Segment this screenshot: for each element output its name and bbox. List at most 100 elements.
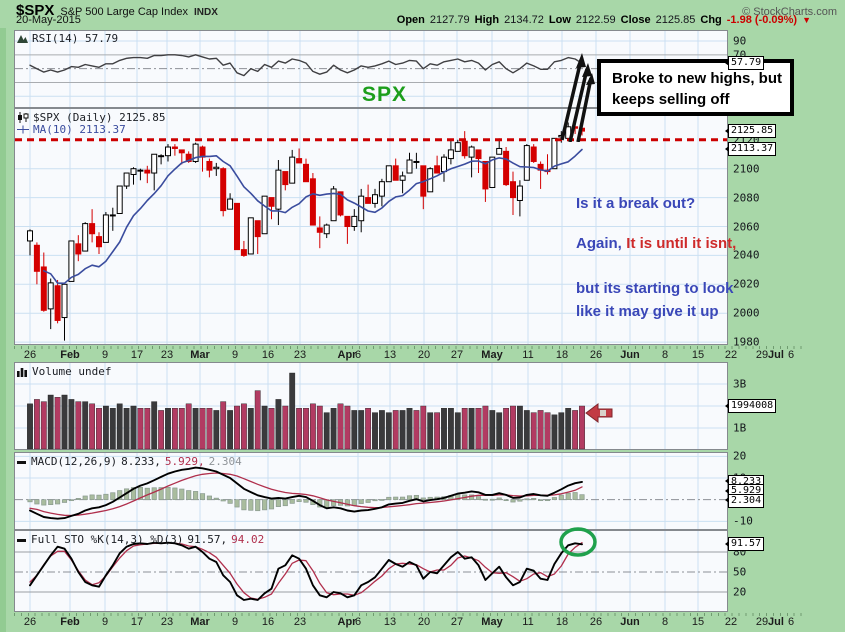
- date-tick-label: 26: [23, 349, 37, 361]
- macd-label: MACD(12,26,9): [31, 455, 118, 468]
- price-axis-tick: 1980: [733, 335, 760, 349]
- vol-axis-tick: 3B: [733, 377, 747, 391]
- date-tick-label: 29: [755, 616, 769, 628]
- chart-date: 20-May-2015: [16, 14, 81, 26]
- annotation-question: Is it a break out?: [576, 195, 696, 212]
- stochastic-d-value: 94.02: [231, 533, 265, 546]
- breakout-note-line1: Broke to new highs, but: [612, 70, 783, 87]
- price-axis-tick: 2000: [733, 306, 760, 320]
- date-tick-label: 18: [555, 349, 569, 361]
- date-tick-label: 15: [691, 616, 705, 628]
- date-tick-label: 23: [293, 349, 307, 361]
- date-tick-label: 8: [661, 616, 669, 628]
- date-tick-label: 22: [724, 616, 738, 628]
- macd-axis-tick: 20: [733, 449, 747, 463]
- date-axis-middle: 26 Feb 9 17 23 Mar 9 16 23 Apr 6 13 20 27 May 11 18 26 Jun…: [0, 346, 845, 363]
- date-tick-label: 17: [130, 616, 144, 628]
- breakout-note-line2: keeps selling off: [612, 91, 730, 108]
- stochastic-circle-annotation: [559, 527, 597, 557]
- date-tick-label: 6: [354, 349, 362, 361]
- macd-axis-tick: -10: [733, 514, 753, 528]
- date-tick-label: 11: [522, 616, 534, 628]
- date-tick-label: 13: [383, 616, 397, 628]
- date-tick-label: 20: [417, 616, 431, 628]
- date-tick-label: 27: [450, 349, 464, 361]
- high-label: High: [474, 14, 500, 26]
- date-tick-label: 6: [354, 616, 362, 628]
- volume-left-arrow-icon: [585, 403, 613, 423]
- ohlc-quote: Open 2127.79 High 2134.72 Low 2122.59 Close…: [397, 14, 811, 26]
- price-label-row: $SPX (Daily) 2125.85: [17, 111, 165, 124]
- date-tick-label: Jul: [768, 349, 784, 361]
- rsi-axis-value-box: 57.79: [724, 56, 765, 71]
- macd-hist-value: 2.304: [208, 455, 242, 468]
- macd-value: 8.233,: [121, 455, 161, 468]
- date-tick-label: Feb: [60, 616, 80, 628]
- date-tick-label: 9: [231, 349, 239, 361]
- date-tick-label: 23: [160, 616, 174, 628]
- price-axis-tick: 2080: [733, 191, 760, 205]
- date-tick-label: 15: [691, 349, 705, 361]
- index-name: S&P 500 Large Cap Index: [60, 6, 188, 18]
- date-tick-label: 22: [724, 349, 738, 361]
- date-tick-label: Jul: [768, 616, 784, 628]
- date-tick-label: 20: [417, 349, 431, 361]
- date-tickmarks: [14, 346, 806, 349]
- date-tick-label: 9: [231, 616, 239, 628]
- breakout-arrows-annotation: [560, 53, 595, 142]
- rsi-label: RSI(14) 57.79: [32, 32, 119, 45]
- left-margin: [0, 28, 14, 632]
- candlestick-icon: [18, 112, 29, 123]
- change-down-arrow-icon: ▼: [802, 15, 811, 25]
- date-tick-label: Jun: [620, 616, 640, 628]
- date-tick-label: 29: [755, 349, 769, 361]
- low-label: Low: [548, 14, 571, 26]
- price-axis-tick: 2020: [733, 277, 760, 291]
- date-axis-bottom: 26 Feb 9 17 23 Mar 9 16 23 Apr 6 13 20 27 May 11 18 26 Jun…: [0, 613, 845, 630]
- rsi-axis-tick: 90: [733, 34, 747, 48]
- change-label: Chg: [700, 14, 722, 26]
- date-tick-label: Mar: [190, 616, 210, 628]
- spx-green-note: SPX: [362, 83, 408, 106]
- sto-axis-value-box: 91.57: [724, 537, 765, 552]
- annotation-until: It is until it isnt,: [626, 235, 737, 252]
- close-value: 2125.85: [655, 14, 696, 26]
- annotation-again: Again,: [576, 235, 622, 252]
- area-chart-icon: [17, 34, 28, 43]
- date-tick-label: May: [481, 616, 503, 628]
- date-tick-label: 11: [522, 349, 534, 361]
- close-label: Close: [620, 14, 651, 26]
- symbol: $SPX: [16, 2, 55, 19]
- date-tick-label: Jun: [620, 349, 640, 361]
- rsi-label-row: RSI(14) 57.79: [17, 32, 118, 45]
- change-value: -1.98 (-0.09%): [726, 14, 798, 26]
- annotation-line3: but its starting to look: [576, 280, 734, 297]
- vol-axis-tick: 1B: [733, 421, 747, 435]
- volume-label-row: Volume undef: [17, 365, 111, 378]
- open-value: 2127.79: [429, 14, 470, 26]
- date-tick-label: 13: [383, 349, 397, 361]
- macd-axis-value-box: 2.304: [724, 493, 765, 508]
- date-tick-label: 23: [293, 616, 307, 628]
- date-tick-label: 9: [101, 349, 109, 361]
- stochastic-label: Full STO %K(14,3) %D(3): [31, 533, 184, 546]
- price-axis-value-box: 2125.85: [724, 124, 777, 139]
- sto-axis-tick: 50: [733, 565, 747, 579]
- date-tick-label: 26: [589, 616, 603, 628]
- exchange-tag: INDX: [193, 7, 218, 18]
- price-axis-tick: 2040: [733, 248, 760, 262]
- date-tick-label: 17: [130, 349, 144, 361]
- price-axis-value-box: 2113.37: [724, 142, 777, 157]
- ma-label-row: MA(10) 2113.37: [17, 123, 126, 136]
- macd-signal-value: 5.929,: [164, 455, 205, 468]
- open-label: Open: [396, 14, 425, 26]
- stochastic-k-value: 91.57,: [187, 533, 228, 546]
- price-axis-tick: 2100: [733, 162, 760, 176]
- chart-header: $SPX S&P 500 Large Cap Index INDX © Stoc…: [0, 0, 845, 28]
- date-tick-label: 26: [23, 616, 37, 628]
- ma-label: MA(10) 2113.37: [33, 123, 126, 136]
- stochastic-panel: [14, 530, 728, 612]
- date-tick-label: 6: [787, 349, 795, 361]
- annotation-answer: Again, It is until it isnt,: [576, 235, 736, 253]
- date-tick-label: Apr: [337, 616, 357, 628]
